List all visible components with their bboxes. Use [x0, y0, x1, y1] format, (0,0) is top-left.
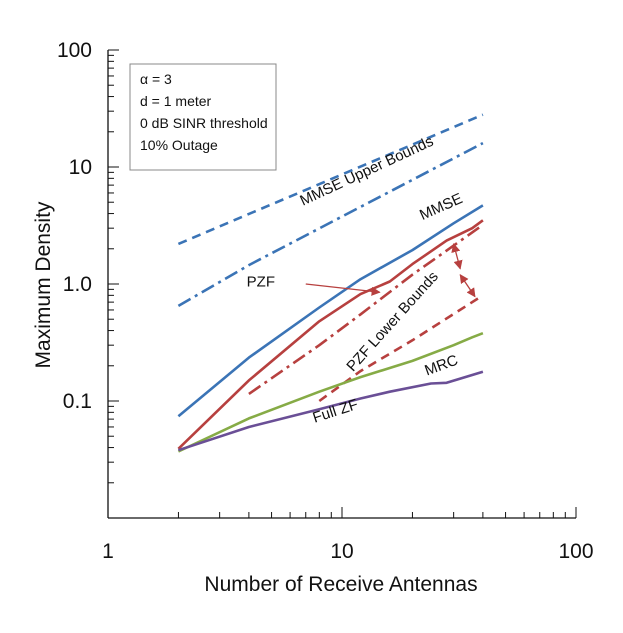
annotation-arrow-2 — [459, 273, 476, 298]
y-axis-title: Maximum Density — [32, 201, 55, 368]
x-tick-label-1: 10 — [330, 540, 353, 563]
series-line-mmse-upper-bound-dash-dot — [177, 141, 484, 308]
annotation-mmse-upper-bounds: MMSE Upper Bounds — [297, 133, 436, 210]
annotation-arrow-1 — [451, 243, 463, 270]
series-line-mrc — [177, 331, 484, 453]
annotation-full-zf: Full ZF — [311, 396, 361, 427]
x-tick-label-0: 1 — [102, 540, 114, 563]
legend-line-outage: 10% Outage — [140, 137, 218, 153]
series-line-pzf-lower-bound-dash-dot — [248, 223, 484, 395]
y-tick-label-0: 0.1 — [63, 390, 92, 413]
legend-line-distance: d = 1 meter — [140, 93, 212, 109]
series-line-mmse — [177, 204, 484, 418]
annotation-mmse: MMSE — [417, 190, 465, 224]
annotation-arrow-0 — [305, 283, 381, 296]
y-tick-label-2: 10 — [69, 156, 92, 179]
y-tick-label-3: 100 — [57, 39, 92, 62]
series-line-full-zf — [177, 370, 484, 452]
legend-line-alpha: α = 3 — [140, 71, 172, 87]
axes: 1 10 100 0.1 1.0 10 100 — [57, 39, 594, 563]
legend-line-threshold: 0 dB SINR threshold — [140, 115, 268, 131]
series-line-pzf-lower-bound-dashed — [318, 294, 484, 403]
legend-box: α = 3 d = 1 meter 0 dB SINR threshold 10… — [129, 63, 277, 171]
x-axis-title: Number of Receive Antennas — [204, 573, 477, 596]
x-tick-label-2: 100 — [558, 540, 593, 563]
annotation-pzf-lower-bounds: PZF Lower Bounds — [343, 268, 442, 375]
series-line-mmse-upper-bound-dashed — [177, 113, 484, 246]
annotation-pzf: PZF — [247, 274, 275, 291]
series-layer — [177, 113, 484, 453]
y-tick-label-1: 1.0 — [63, 273, 92, 296]
series-line-pzf — [177, 219, 484, 450]
